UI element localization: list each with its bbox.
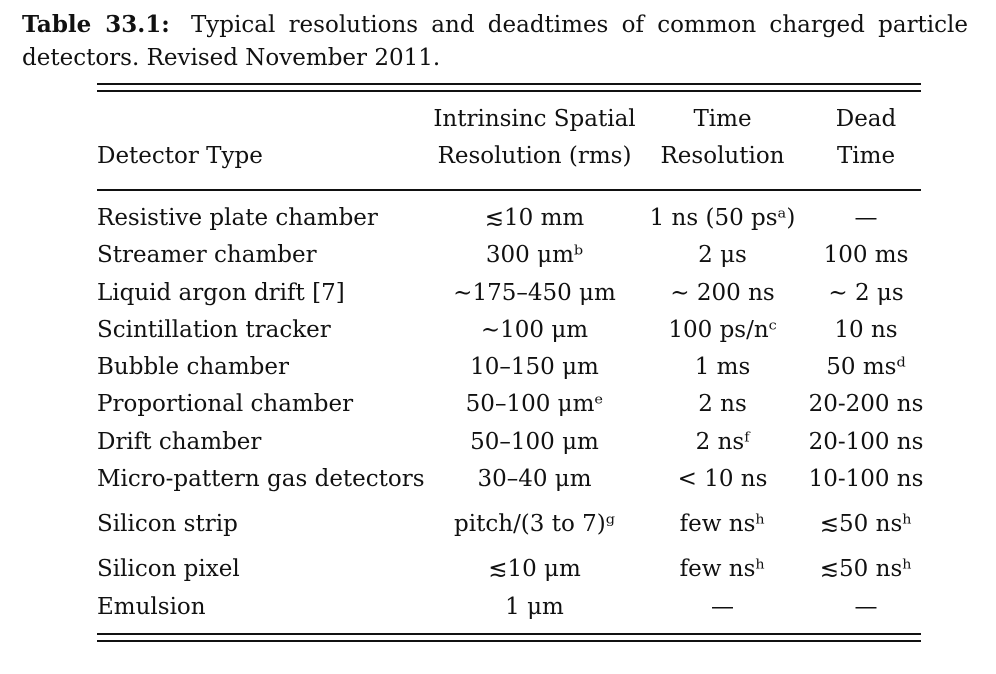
- cell-time: 2 ns: [698, 391, 747, 417]
- cell-dead: 20-200 ns: [808, 391, 924, 417]
- caption-text: Typical resolutions and deadtimes of com…: [22, 12, 969, 71]
- cell-detector: Resistive plate chamber: [97, 205, 378, 231]
- cell-detector: Liquid argon drift [7]: [97, 280, 345, 306]
- header-dead-line1: Dead: [835, 106, 897, 132]
- cell-time: —: [711, 594, 734, 620]
- bottom-rule: [97, 633, 921, 635]
- cell-detector: Silicon pixel: [97, 556, 240, 582]
- cell-dead: 10 ns: [834, 317, 898, 343]
- header-rule: [97, 189, 921, 191]
- cell-spatial: 30–40 μm: [477, 466, 592, 492]
- cell-time: ∼ 200 ns: [670, 280, 775, 306]
- header-spatial-line2: Resolution (rms): [437, 143, 632, 169]
- header-dead-line2: Time: [836, 143, 896, 169]
- header-time-line2: Resolution: [660, 143, 785, 169]
- cell-time: 2 μs: [698, 242, 747, 268]
- cell-time: 1 ms: [694, 354, 751, 380]
- cell-dead: ∼ 2 μs: [828, 280, 904, 306]
- cell-spatial: ∼100 μm: [480, 317, 589, 343]
- cell-detector: Bubble chamber: [97, 354, 289, 380]
- table-caption: Table 33.1: Typical resolutions and dead…: [22, 8, 968, 75]
- header-time-line1: Time: [693, 106, 752, 132]
- cell-detector: Drift chamber: [97, 429, 262, 455]
- cell-spatial: 10–150 μm: [470, 354, 599, 380]
- cell-dead: —: [854, 205, 878, 231]
- header-spatial-line1: Intrinsinc Spatial: [433, 106, 636, 132]
- cell-time: 2 nsᶠ: [695, 429, 750, 455]
- cell-time: few nsʰ: [679, 556, 766, 582]
- top-rule-double: [97, 90, 921, 92]
- cell-dead: —: [854, 594, 878, 620]
- cell-spatial: ≲10 mm: [484, 205, 585, 231]
- cell-detector: Silicon strip: [97, 511, 238, 537]
- cell-spatial: ∼175–450 μm: [453, 280, 616, 306]
- cell-detector: Emulsion: [97, 594, 206, 620]
- cell-dead: 100 ms: [823, 242, 909, 268]
- cell-spatial: 50–100 μm: [470, 429, 599, 455]
- bottom-rule-double: [97, 640, 921, 642]
- cell-time: 1 ns (50 psᵃ): [649, 205, 796, 231]
- cell-spatial: pitch/(3 to 7)ᵍ: [454, 511, 615, 537]
- cell-detector: Scintillation tracker: [97, 317, 331, 343]
- cell-detector: Proportional chamber: [97, 391, 354, 417]
- cell-dead: 50 msᵈ: [826, 354, 906, 380]
- cell-spatial: 50–100 μmᵉ: [465, 391, 604, 417]
- cell-dead: 20-100 ns: [808, 429, 924, 455]
- cell-spatial: 300 μmᵇ: [485, 242, 584, 268]
- cell-detector: Micro-pattern gas detectors: [97, 466, 425, 492]
- cell-dead: ≲50 nsʰ: [819, 556, 913, 582]
- cell-time: 100 ps/nᶜ: [668, 317, 777, 343]
- cell-spatial: 1 μm: [505, 594, 564, 620]
- cell-dead: 10-100 ns: [808, 466, 924, 492]
- cell-detector: Streamer chamber: [97, 242, 317, 268]
- cell-spatial: ≲10 μm: [488, 556, 581, 582]
- header-detector-type: Detector Type: [97, 143, 263, 169]
- cell-dead: ≲50 nsʰ: [819, 511, 913, 537]
- cell-time: few nsʰ: [679, 511, 766, 537]
- cell-time: < 10 ns: [677, 466, 768, 492]
- top-rule: [97, 83, 921, 85]
- caption-label: Table 33.1:: [22, 11, 170, 38]
